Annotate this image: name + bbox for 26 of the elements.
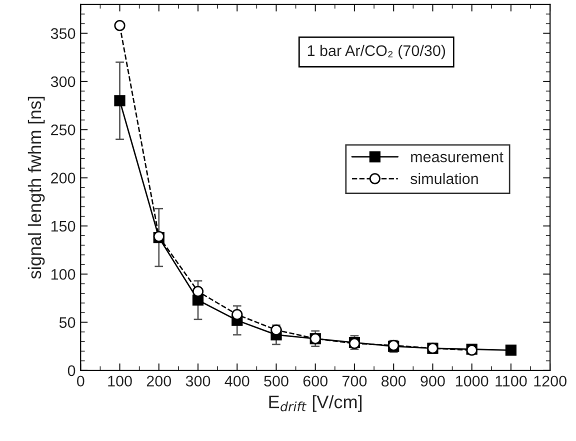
y-tick-label: 250 [51, 124, 76, 136]
y-tick-label: 50 [59, 317, 76, 328]
x-tick-label: 900 [420, 376, 445, 387]
y-tick-label: 300 [50, 76, 76, 88]
y-axis-title: signal length fwhm [ns] [28, 96, 45, 279]
y-tick-label: 200 [51, 172, 76, 184]
x-tick-label: 500 [264, 376, 288, 387]
x-tick-label: 400 [224, 376, 250, 387]
x-tick-label: 100 [108, 376, 132, 387]
x-tick-label: 800 [382, 376, 406, 387]
legend-label: measurement [411, 152, 504, 162]
y-tick-label: 150 [51, 220, 76, 232]
x-tick-label: 200 [146, 376, 172, 387]
y-tick-label: 0 [68, 365, 76, 376]
legend-label: simulation [410, 172, 478, 184]
x-tick-label: 700 [342, 376, 367, 387]
x-tick-label: 1200 [534, 376, 566, 387]
annotation: 1 bar Ar/CO₂ (70/30) [308, 44, 446, 60]
x-tick-label: 0 [76, 376, 84, 387]
x-axis-title: E$_{drift}$ [V/cm] [269, 395, 362, 412]
x-tick-label: 1000 [456, 376, 488, 387]
y-tick-label: 350 [50, 28, 76, 39]
x-tick-label: 600 [303, 376, 328, 387]
x-tick-label: 1100 [496, 376, 527, 387]
x-tick-label: 300 [186, 376, 210, 387]
y-tick-label: 100 [51, 268, 76, 280]
